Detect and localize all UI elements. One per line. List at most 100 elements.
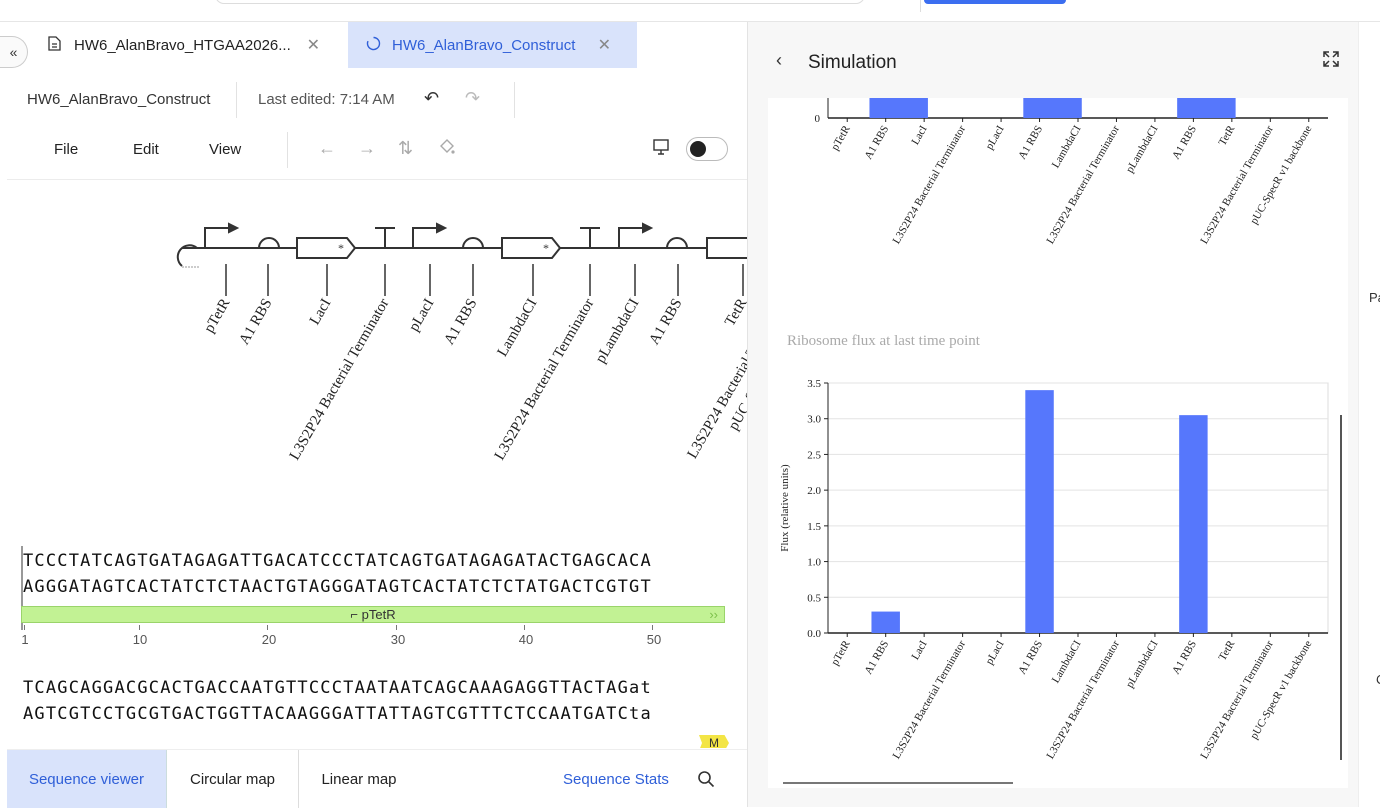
search-icon[interactable] bbox=[697, 750, 715, 808]
ruler-tick bbox=[267, 625, 268, 630]
y-tick-label: 2.5 bbox=[807, 449, 821, 461]
ruler-label: 50 bbox=[646, 632, 662, 647]
x-tick-label: LacI bbox=[909, 638, 930, 662]
vertical-scrollbar[interactable] bbox=[1340, 415, 1342, 760]
paint-bucket-icon[interactable] bbox=[438, 138, 456, 161]
plot-area bbox=[827, 382, 1329, 634]
x-tick-label: L3S2P24 Bacterial Terminator bbox=[1198, 638, 1276, 761]
menu-file[interactable]: File bbox=[54, 141, 79, 158]
sequence-row-top[interactable]: TCCCTATCAGTGATAGAGATTGACATCCCTATCAGTGATA… bbox=[23, 551, 652, 571]
sequence-viewer[interactable]: TCCCTATCAGTGATAGAGATTGACATCCCTATCAGTGATA… bbox=[7, 541, 747, 748]
document-title[interactable]: HW6_AlanBravo_Construct bbox=[27, 91, 211, 108]
svg-text:*: * bbox=[338, 241, 344, 255]
x-tick-label: L3S2P24 Bacterial Terminator bbox=[1044, 638, 1122, 761]
y-tick-label: 3.0 bbox=[807, 414, 821, 426]
x-tick-label: TetR bbox=[1216, 638, 1237, 663]
chart-ribosome-flux: Ribosome flux at last time point 0.0 0.5 1.… bbox=[779, 333, 1329, 761]
x-tick-label: TetR bbox=[1216, 123, 1237, 148]
expand-icon[interactable] bbox=[1322, 50, 1340, 73]
chart-title: Ribosome flux at last time point bbox=[787, 333, 981, 349]
toggle-knob bbox=[690, 141, 706, 157]
y-tick-label: 3.5 bbox=[807, 378, 821, 390]
close-icon[interactable]: ✕ bbox=[306, 37, 320, 54]
cursor-line bbox=[21, 546, 23, 630]
part-label: LambdaCI bbox=[495, 296, 541, 360]
ruler-tick bbox=[24, 625, 25, 630]
sequence-ruler: 1 10 20 30 40 50 bbox=[21, 625, 725, 647]
x-tick-label: A1 RBS bbox=[1016, 639, 1045, 677]
x-tick-label: LambdaCI bbox=[1050, 638, 1084, 685]
tab-sequence-viewer[interactable]: Sequence viewer bbox=[7, 750, 167, 808]
x-tick-label: A1 RBS bbox=[1016, 124, 1045, 162]
x-tick-label: pLacI bbox=[983, 638, 1006, 667]
presentation-icon[interactable] bbox=[652, 138, 670, 161]
top-search-field[interactable] bbox=[215, 0, 865, 4]
x-tick-label: pLambdaCI bbox=[1124, 123, 1161, 175]
arrow-left-icon[interactable]: ← bbox=[318, 138, 336, 158]
bar bbox=[1025, 390, 1054, 633]
y-tick-label: 1.5 bbox=[807, 521, 821, 533]
tab-htgaa-document[interactable]: HW6_AlanBravo_HTGAA2026... ✕ bbox=[30, 22, 346, 68]
panel-divider[interactable] bbox=[747, 22, 748, 807]
sequence-row-top[interactable]: TCAGCAGGACGCACTGACCAATGTTCCCTAATAATCAGCA… bbox=[23, 678, 652, 698]
part-label: A1 RBS bbox=[236, 296, 275, 348]
linear-map-view: * * pTetR A1 RBS LacI L3S2P24 Bacterial Term… bbox=[7, 180, 747, 540]
tab-linear-map[interactable]: Linear map bbox=[321, 770, 397, 788]
double-chevron-left-icon: « bbox=[9, 44, 18, 60]
x-tick-label: L3S2P24 Bacterial Terminator bbox=[890, 123, 968, 246]
x-tick-label: pLacI bbox=[983, 123, 1006, 152]
y-tick-label: 0.5 bbox=[807, 592, 821, 604]
tab-label: HW6_AlanBravo_Construct bbox=[392, 36, 576, 54]
x-tick-label: pLambdaCI bbox=[1124, 638, 1161, 690]
right-edge-panel bbox=[1358, 22, 1380, 807]
ruler-label: 30 bbox=[390, 632, 406, 647]
last-edited-status: Last edited: 7:14 AM bbox=[258, 91, 395, 108]
arrow-right-icon[interactable]: → bbox=[358, 138, 376, 158]
collapse-sidebar-button[interactable]: « bbox=[0, 36, 28, 68]
ruler-label: 20 bbox=[261, 632, 277, 647]
divider bbox=[7, 179, 747, 180]
simulation-title: Simulation bbox=[808, 52, 897, 73]
bar bbox=[871, 611, 900, 633]
divider bbox=[236, 82, 237, 118]
svg-text:*: * bbox=[543, 241, 549, 255]
menu-edit[interactable]: Edit bbox=[133, 141, 159, 158]
top-bar bbox=[0, 0, 1380, 22]
sequence-stats-link[interactable]: Sequence Stats bbox=[563, 770, 669, 788]
sequence-row-bottom[interactable]: AGTCGTCCTGCGTGACTGGTTACAAGGGATTATTAGTCGT… bbox=[23, 704, 652, 724]
part-label: A1 RBS bbox=[646, 296, 685, 348]
part-label: L3S2P24 Bacterial Terminator bbox=[287, 296, 393, 463]
back-chevron-icon[interactable]: ‹ bbox=[776, 50, 782, 70]
redo-icon[interactable]: ↷ bbox=[465, 88, 481, 108]
horizontal-scrollbar[interactable] bbox=[783, 782, 1013, 784]
menu-view[interactable]: View bbox=[209, 141, 242, 158]
x-tick-label: LacI bbox=[909, 123, 930, 147]
bar bbox=[869, 98, 928, 118]
x-tick-label: LambdaCI bbox=[1050, 123, 1084, 170]
close-icon[interactable]: ✕ bbox=[597, 37, 611, 54]
feature-label: pTetR bbox=[361, 607, 396, 622]
top-primary-button[interactable] bbox=[924, 0, 1066, 4]
view-toggle-switch[interactable] bbox=[686, 137, 728, 161]
undo-icon[interactable]: ↶ bbox=[424, 88, 440, 108]
y-tick-label: 0.0 bbox=[807, 628, 821, 640]
feature-badge-m[interactable]: M bbox=[699, 735, 729, 748]
x-tick-label: A1 RBS bbox=[1170, 639, 1199, 677]
top-divider bbox=[920, 0, 921, 12]
x-tick-label: L3S2P24 Bacterial Terminator bbox=[1044, 123, 1122, 246]
swap-vertical-icon[interactable]: ⇅ bbox=[398, 138, 414, 158]
part-label: pLambdaCI bbox=[593, 296, 643, 366]
ruler-tick bbox=[139, 625, 140, 630]
divider bbox=[287, 132, 288, 168]
sequence-row-bottom[interactable]: AGGGATAGTCACTATCTCTAACTGTAGGGATAGTCACTAT… bbox=[23, 577, 652, 597]
circular-plasmid-icon bbox=[366, 36, 382, 54]
tab-construct[interactable]: HW6_AlanBravo_Construct ✕ bbox=[348, 22, 637, 68]
side-panel-text: C bbox=[1376, 672, 1380, 687]
side-panel-text: Pa bbox=[1369, 290, 1380, 305]
feature-ptetr[interactable]: ⌐ pTetR ›› bbox=[21, 606, 725, 623]
part-label: L3S2P24 Bacterial Terminator bbox=[492, 296, 598, 463]
tab-circular-map[interactable]: Circular map bbox=[167, 750, 299, 808]
ruler-label: 1 bbox=[21, 632, 29, 647]
part-label: LacI bbox=[307, 296, 335, 328]
